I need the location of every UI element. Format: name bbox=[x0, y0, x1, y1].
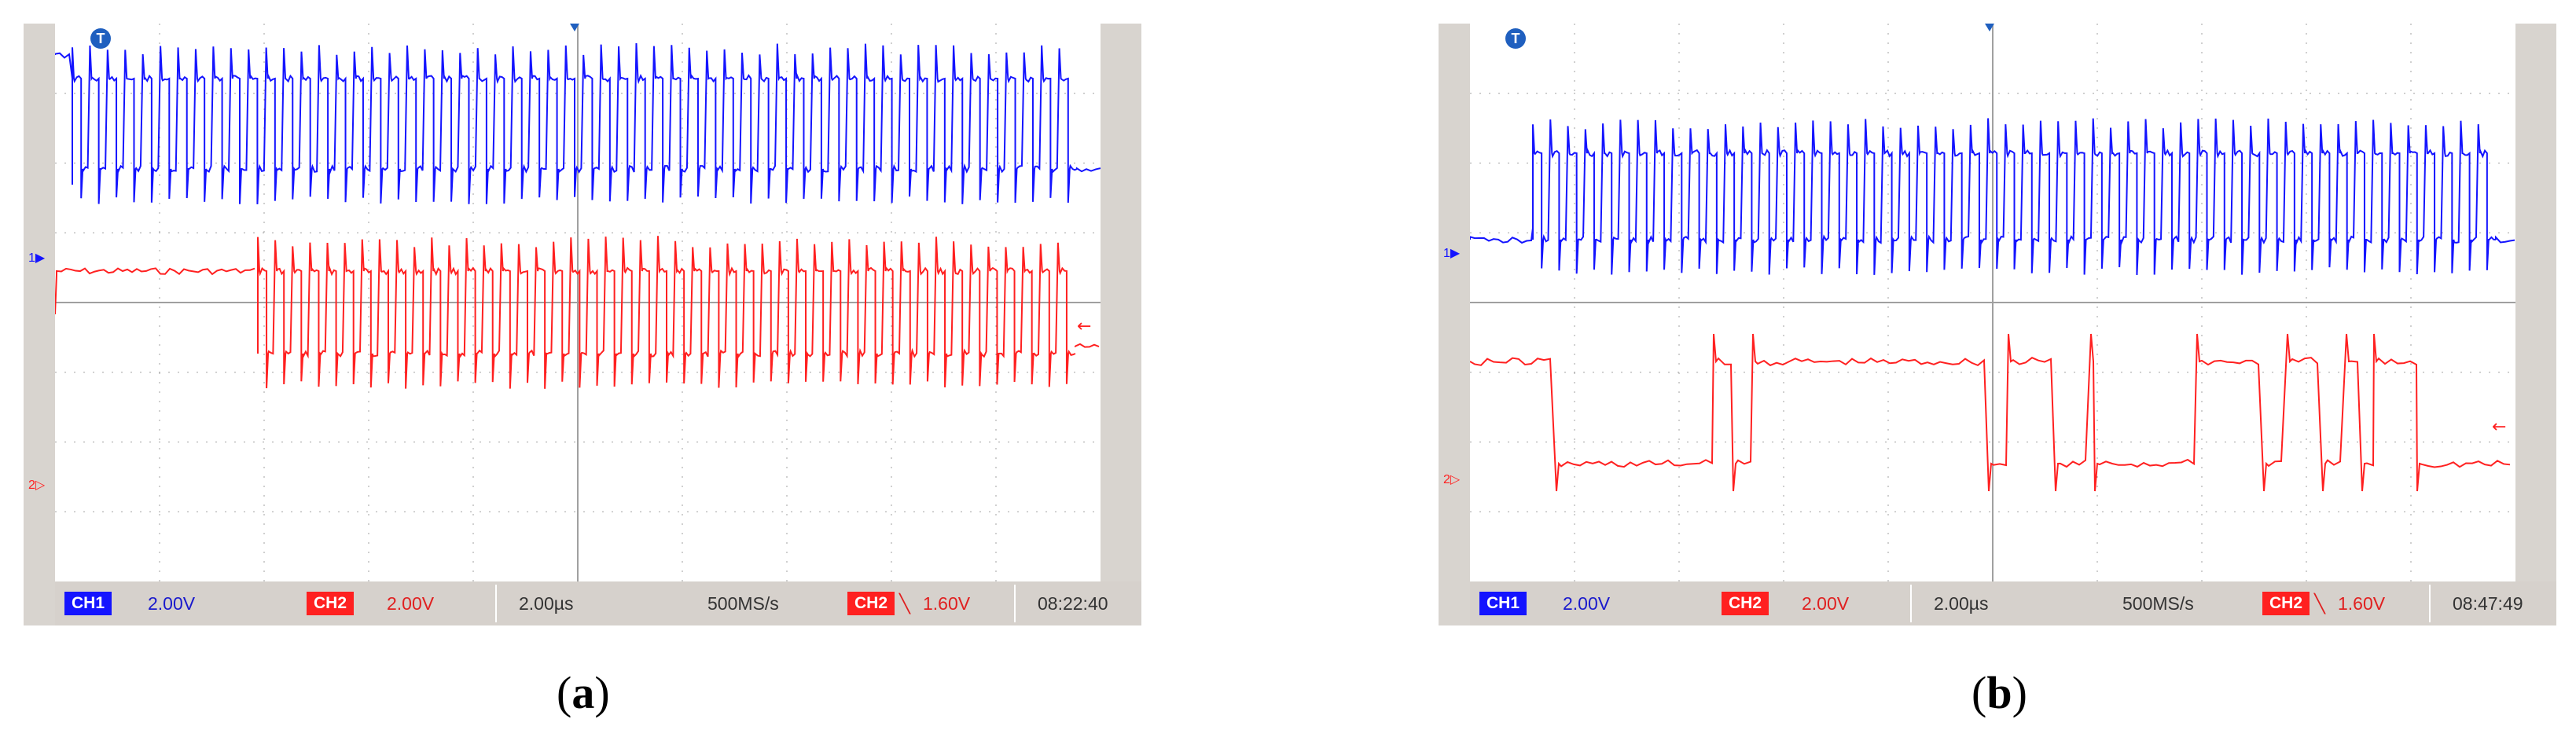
ch1-waveform-tail bbox=[2495, 235, 2515, 244]
ch2-waveform bbox=[1470, 333, 2511, 492]
status-divider bbox=[1014, 585, 1016, 622]
caption-b: (b) bbox=[1972, 667, 2027, 718]
ch2-scale: 2.00V bbox=[1802, 593, 1850, 614]
ch1-ground-marker: 1▶ bbox=[1443, 247, 1461, 260]
waveform-plot-a: ← bbox=[55, 24, 1101, 581]
trigger-position-icon: T bbox=[1505, 28, 1526, 49]
trigger-source-label[interactable]: CH2 bbox=[847, 592, 895, 615]
sample-rate-readout: 500MS/s bbox=[707, 593, 779, 614]
caption-a: (a) bbox=[557, 667, 610, 718]
falling-edge-icon: ╲ bbox=[899, 593, 910, 614]
ch1-waveform-tail bbox=[1076, 167, 1101, 173]
clock-readout: 08:47:49 bbox=[2453, 593, 2523, 614]
ch1-ground-marker: 1▶ bbox=[28, 251, 46, 265]
trigger-time-marker bbox=[1985, 24, 1994, 31]
trigger-source-label[interactable]: CH2 bbox=[2262, 592, 2310, 615]
ch2-ground-marker: 2▷ bbox=[28, 479, 46, 492]
status-divider bbox=[495, 585, 497, 622]
waveform-plot-b: ← bbox=[1470, 24, 2515, 581]
ch2-level-arrow: ← bbox=[2492, 417, 2506, 437]
status-divider bbox=[2429, 585, 2431, 622]
ch2-waveform-lead bbox=[55, 267, 255, 315]
status-bar-a: CH1 2.00V CH2 2.00V 2.00µs 500MS/s CH2 ╲… bbox=[55, 581, 1141, 625]
ch1-label[interactable]: CH1 bbox=[1479, 592, 1527, 615]
status-divider bbox=[1910, 585, 1912, 622]
ch1-waveform-lead bbox=[1470, 227, 1534, 244]
clock-readout: 08:22:40 bbox=[1038, 593, 1108, 614]
ch1-scale: 2.00V bbox=[1563, 593, 1611, 614]
oscilloscope-panel-a: ← T CH1 2.00V CH2 2.00V 2.00µs 500MS/s C… bbox=[24, 24, 1141, 625]
timebase-readout: 2.00µs bbox=[1934, 593, 1989, 614]
ch2-waveform-tail bbox=[1075, 343, 1100, 348]
oscilloscope-panel-b: ← T CH1 2.00V CH2 2.00V 2.00µs 500MS/s C… bbox=[1439, 24, 2556, 625]
trigger-position-icon: T bbox=[90, 28, 111, 49]
trigger-time-marker bbox=[570, 24, 579, 31]
ch2-label[interactable]: CH2 bbox=[307, 592, 355, 615]
ch1-waveform bbox=[72, 43, 1078, 204]
ch1-waveform bbox=[1532, 118, 2497, 275]
ch2-waveform bbox=[257, 236, 1076, 389]
ch1-scale: 2.00V bbox=[148, 593, 196, 614]
ch2-ground-marker: 2▷ bbox=[1443, 473, 1461, 486]
status-bar-b: CH1 2.00V CH2 2.00V 2.00µs 500MS/s CH2 ╲… bbox=[1470, 581, 2556, 625]
timebase-readout: 2.00µs bbox=[519, 593, 574, 614]
ch1-label[interactable]: CH1 bbox=[64, 592, 112, 615]
waveform-screen-b: ← T bbox=[1470, 24, 2515, 581]
ch1-waveform-lead bbox=[55, 52, 73, 185]
trigger-level-readout: 1.60V bbox=[2338, 593, 2386, 614]
falling-edge-icon: ╲ bbox=[2314, 593, 2325, 614]
waveform-screen-a: ← T bbox=[55, 24, 1101, 581]
sample-rate-readout: 500MS/s bbox=[2122, 593, 2194, 614]
trigger-level-readout: 1.60V bbox=[923, 593, 971, 614]
ch2-label[interactable]: CH2 bbox=[1722, 592, 1769, 615]
ch2-scale: 2.00V bbox=[387, 593, 435, 614]
ch2-level-arrow: ← bbox=[1077, 317, 1091, 336]
